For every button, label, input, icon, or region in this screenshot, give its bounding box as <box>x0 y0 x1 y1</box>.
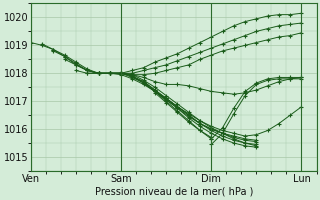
X-axis label: Pression niveau de la mer( hPa ): Pression niveau de la mer( hPa ) <box>94 187 253 197</box>
